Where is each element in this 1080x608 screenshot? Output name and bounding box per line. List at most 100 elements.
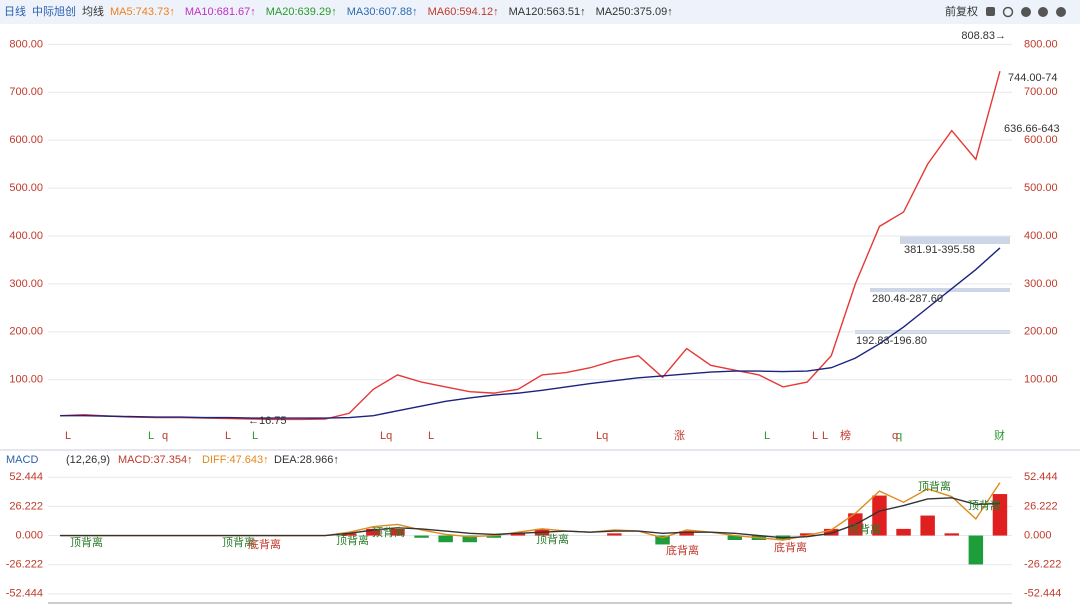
y-tick-label: 26.222 bbox=[9, 500, 43, 512]
y-tick-label: 500.00 bbox=[1024, 182, 1058, 194]
y-tick-label: 500.00 bbox=[9, 182, 43, 194]
ma-value: MA20:639.29↑ bbox=[266, 6, 337, 18]
macd-title[interactable]: MACD bbox=[6, 454, 38, 466]
divergence-label: 顶背离 bbox=[70, 535, 103, 549]
ma-value: MA10:681.67↑ bbox=[185, 6, 256, 18]
y-tick-label: 400.00 bbox=[9, 230, 43, 242]
macd-bar bbox=[414, 535, 429, 538]
zoom-in[interactable] bbox=[1021, 7, 1031, 17]
zoom-out[interactable] bbox=[1038, 7, 1048, 17]
y-tick-label: 52.444 bbox=[9, 471, 43, 483]
y-tick-label: -52.444 bbox=[1024, 588, 1061, 600]
macd-bar bbox=[679, 531, 694, 536]
series-line bbox=[60, 497, 1000, 539]
price-annotation: 808.83→ bbox=[961, 30, 1006, 42]
ma-value: MA60:594.12↑ bbox=[428, 6, 499, 18]
signal-marker: Lq bbox=[596, 430, 608, 442]
ma-value: MA5:743.73↑ bbox=[110, 6, 175, 18]
ma-label[interactable]: 均线 bbox=[82, 4, 104, 18]
y-tick-label: -26.222 bbox=[6, 559, 43, 571]
y-tick-label: 300.00 bbox=[1024, 278, 1058, 290]
band bbox=[870, 288, 1010, 292]
period[interactable]: 日线 bbox=[4, 4, 26, 18]
signal-marker: L bbox=[764, 430, 770, 442]
price-annotation: 381.91-395.58 bbox=[904, 244, 975, 256]
macd-bar bbox=[896, 528, 911, 536]
header-bar bbox=[0, 0, 1080, 24]
band bbox=[900, 236, 1010, 244]
series-line bbox=[60, 247, 1001, 419]
settings[interactable] bbox=[1056, 7, 1066, 17]
y-tick-label: 26.222 bbox=[1024, 500, 1058, 512]
macd-bar bbox=[944, 533, 959, 536]
macd-bar bbox=[462, 535, 477, 543]
divergence-label: 顶背离 bbox=[336, 533, 369, 547]
signal-marker: q bbox=[896, 430, 902, 442]
y-tick-label: 600.00 bbox=[9, 134, 43, 146]
macd-bar bbox=[727, 535, 743, 540]
divergence-label: 顶背离 bbox=[222, 535, 255, 549]
divergence-label: 底背离 bbox=[248, 537, 281, 551]
macd-legend: DIFF:47.643↑ bbox=[202, 454, 269, 466]
signal-marker: L bbox=[225, 430, 231, 442]
price-annotation: 636.66-643 bbox=[1004, 123, 1060, 135]
macd-bar bbox=[510, 533, 526, 536]
price-annotation: 192.83-196.80 bbox=[856, 335, 927, 347]
price-annotation: 744.00-74 bbox=[1008, 72, 1058, 84]
signal-marker: q bbox=[162, 430, 168, 442]
stock-name[interactable]: 中际旭创 bbox=[32, 4, 76, 18]
ma-value: MA120:563.51↑ bbox=[509, 6, 586, 18]
signal-marker: L bbox=[428, 430, 434, 442]
signal-marker: L bbox=[65, 430, 71, 442]
y-tick-label: 800.00 bbox=[9, 38, 43, 50]
macd-bar bbox=[366, 528, 381, 536]
ma-value: MA250:375.09↑ bbox=[596, 6, 673, 18]
ma-value: MA30:607.88↑ bbox=[347, 6, 418, 18]
signal-marker: Lq bbox=[380, 430, 392, 442]
y-tick-label: 600.00 bbox=[1024, 134, 1058, 146]
macd-bar bbox=[992, 494, 1008, 536]
macd-bar bbox=[655, 535, 670, 545]
y-tick-label: -52.444 bbox=[6, 588, 43, 600]
y-tick-label: 0.000 bbox=[15, 529, 43, 541]
macd-bar bbox=[799, 533, 815, 536]
price-annotation: ←16.75 bbox=[248, 415, 287, 427]
signal-marker: 涨 bbox=[674, 429, 685, 442]
price-annotation: 280.48-287.60 bbox=[872, 293, 943, 305]
macd-legend: DEA:28.966↑ bbox=[274, 454, 339, 466]
macd-bar bbox=[486, 535, 502, 538]
signal-marker: 财 bbox=[994, 428, 1005, 442]
macd-bar bbox=[438, 535, 453, 543]
macd-bar bbox=[607, 533, 622, 536]
macd-bar bbox=[342, 533, 357, 536]
macd-params: (12,26,9) bbox=[66, 454, 110, 466]
divergence-label: 顶背离 bbox=[918, 479, 951, 493]
signal-marker: 榜 bbox=[840, 428, 851, 442]
y-tick-label: 100.00 bbox=[9, 374, 43, 386]
y-tick-label: 200.00 bbox=[1024, 326, 1058, 338]
macd-bar bbox=[824, 528, 839, 536]
divergence-label: 顶背离 bbox=[372, 525, 405, 539]
signal-marker: L bbox=[812, 430, 818, 442]
divergence-label: 顶背离 bbox=[848, 522, 881, 536]
divergence-label: 底背离 bbox=[774, 540, 807, 554]
signal-marker: L bbox=[148, 430, 154, 442]
macd-bar bbox=[872, 495, 887, 536]
divergence-label: 底背离 bbox=[666, 543, 699, 557]
signal-marker: L bbox=[822, 430, 828, 442]
macd-bar bbox=[968, 535, 984, 565]
y-tick-label: -26.222 bbox=[1024, 559, 1061, 571]
y-tick-label: 400.00 bbox=[1024, 230, 1058, 242]
y-tick-label: 700.00 bbox=[9, 86, 43, 98]
series-line bbox=[60, 71, 1001, 421]
undo-icon[interactable] bbox=[1002, 6, 1014, 18]
divergence-label: 顶背离 bbox=[536, 532, 569, 546]
y-tick-label: 52.444 bbox=[1024, 471, 1058, 483]
macd-bar bbox=[920, 515, 935, 536]
lock-icon[interactable] bbox=[986, 7, 995, 16]
adjust[interactable]: 前复权 bbox=[945, 4, 978, 18]
y-tick-label: 200.00 bbox=[9, 326, 43, 338]
signal-marker: L bbox=[536, 430, 542, 442]
macd-bar bbox=[390, 528, 405, 536]
